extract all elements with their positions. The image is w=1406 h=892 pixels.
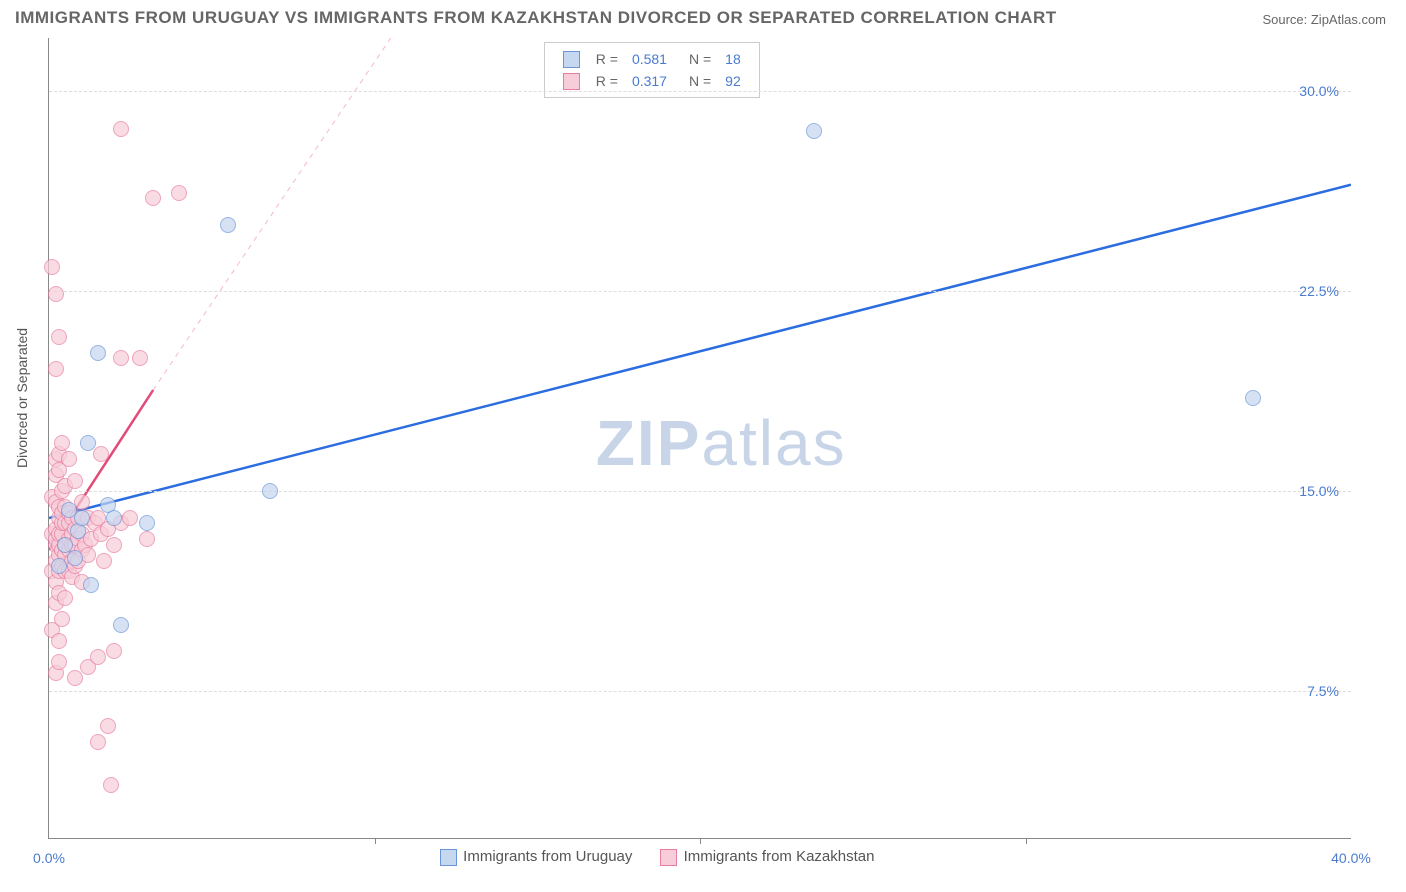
y-tick-label: 15.0%: [1299, 483, 1339, 499]
legend-n-label: N =: [675, 49, 717, 69]
gridline-horizontal: [49, 491, 1351, 492]
legend-swatch: [440, 849, 457, 866]
watermark: ZIPatlas: [596, 406, 847, 480]
data-point: [48, 286, 64, 302]
data-point: [51, 633, 67, 649]
legend-n-label: N =: [675, 71, 717, 91]
data-point: [61, 451, 77, 467]
data-point: [220, 217, 236, 233]
legend-row: R =0.581N =18: [557, 49, 747, 69]
legend-n-value: 92: [719, 71, 747, 91]
data-point: [90, 345, 106, 361]
data-point: [100, 718, 116, 734]
data-point: [806, 123, 822, 139]
legend-n-value: 18: [719, 49, 747, 69]
data-point: [93, 446, 109, 462]
legend-row: R =0.317N =92: [557, 71, 747, 91]
y-axis-label: Divorced or Separated: [14, 408, 30, 468]
legend-series-label: Immigrants from Uruguay: [463, 848, 632, 865]
y-tick-label: 30.0%: [1299, 83, 1339, 99]
trend-line: [49, 185, 1351, 518]
data-point: [83, 577, 99, 593]
legend-r-value: 0.317: [626, 71, 673, 91]
data-point: [106, 643, 122, 659]
x-tick-label: 0.0%: [33, 850, 65, 866]
chart-title: IMMIGRANTS FROM URUGUAY VS IMMIGRANTS FR…: [15, 8, 1057, 28]
data-point: [67, 550, 83, 566]
x-tick-mark: [375, 838, 376, 844]
data-point: [57, 590, 73, 606]
gridline-horizontal: [49, 91, 1351, 92]
data-point: [96, 553, 112, 569]
legend-swatch: [563, 51, 580, 68]
data-point: [51, 654, 67, 670]
data-point: [171, 185, 187, 201]
gridline-horizontal: [49, 291, 1351, 292]
legend-series-label: Immigrants from Kazakhstan: [684, 848, 875, 865]
data-point: [48, 361, 64, 377]
legend-correlation-box: R =0.581N =18R =0.317N =92: [544, 42, 760, 98]
data-point: [80, 435, 96, 451]
data-point: [132, 350, 148, 366]
legend-r-value: 0.581: [626, 49, 673, 69]
chart-plot-area: ZIPatlas R =0.581N =18R =0.317N =92 7.5%…: [48, 38, 1351, 839]
x-tick-label: 40.0%: [1331, 850, 1371, 866]
data-point: [113, 350, 129, 366]
legend-r-label: R =: [590, 71, 624, 91]
data-point: [113, 121, 129, 137]
data-point: [113, 617, 129, 633]
y-tick-label: 7.5%: [1307, 683, 1339, 699]
data-point: [106, 537, 122, 553]
data-point: [67, 670, 83, 686]
gridline-horizontal: [49, 691, 1351, 692]
data-point: [139, 531, 155, 547]
data-point: [103, 777, 119, 793]
x-tick-mark: [1026, 838, 1027, 844]
data-point: [145, 190, 161, 206]
y-tick-label: 22.5%: [1299, 283, 1339, 299]
trend-lines-svg: [49, 38, 1351, 838]
data-point: [262, 483, 278, 499]
legend-series: Immigrants from Uruguay Immigrants from …: [440, 848, 902, 866]
data-point: [122, 510, 138, 526]
data-point: [67, 473, 83, 489]
data-point: [44, 259, 60, 275]
x-tick-mark: [700, 838, 701, 844]
data-point: [74, 510, 90, 526]
watermark-light: atlas: [701, 407, 846, 479]
legend-r-label: R =: [590, 49, 624, 69]
data-point: [51, 558, 67, 574]
data-point: [51, 329, 67, 345]
legend-swatch: [660, 849, 677, 866]
watermark-bold: ZIP: [596, 407, 702, 479]
data-point: [90, 649, 106, 665]
data-point: [139, 515, 155, 531]
data-point: [54, 611, 70, 627]
data-point: [1245, 390, 1261, 406]
legend-swatch: [563, 73, 580, 90]
legend-table: R =0.581N =18R =0.317N =92: [555, 47, 749, 93]
data-point: [106, 510, 122, 526]
data-point: [70, 523, 86, 539]
source-attribution: Source: ZipAtlas.com: [1262, 12, 1386, 27]
data-point: [54, 435, 70, 451]
data-point: [90, 734, 106, 750]
